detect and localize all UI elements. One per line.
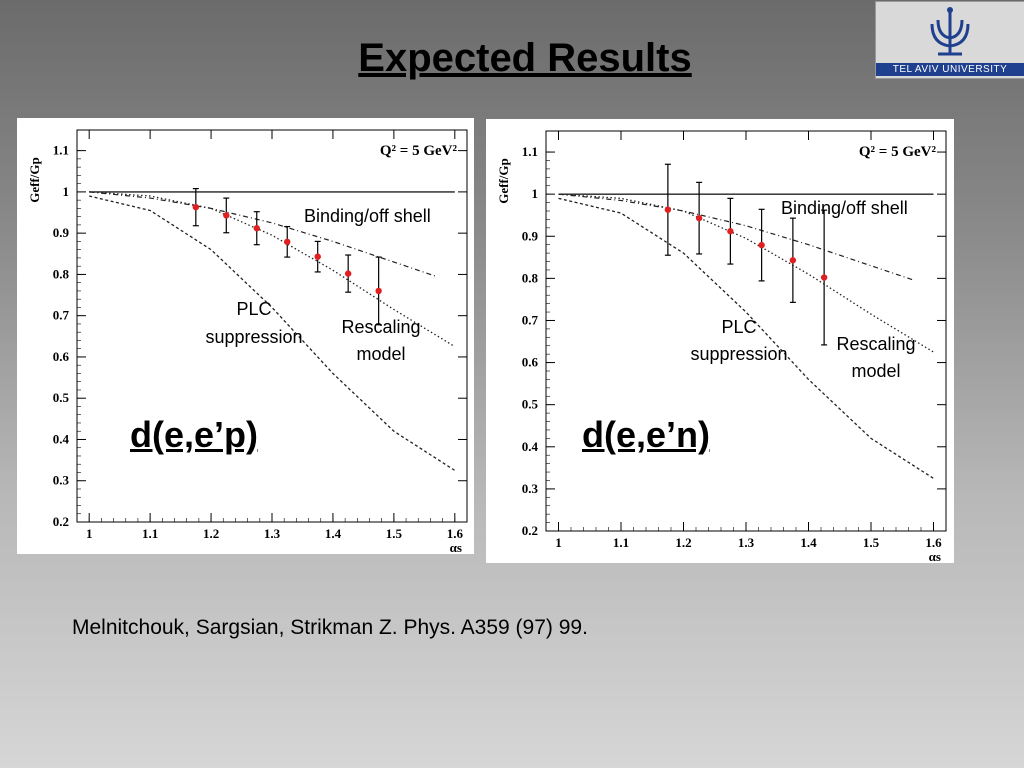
annotation-plc-suppression: suppression [205, 327, 302, 347]
curve-binding [89, 191, 437, 278]
y-axis-label: Geff/Gp [27, 157, 42, 203]
curve-plc [558, 197, 934, 479]
y-tick-label: 0.4 [522, 439, 539, 454]
curve-binding [558, 193, 915, 282]
annotation-binding: Binding/off shell [304, 206, 431, 226]
y-tick-label: 0.7 [53, 308, 70, 323]
x-tick-label: 1.2 [203, 526, 219, 541]
university-logo: TEL AVIV UNIVERSITY [875, 1, 1024, 79]
y-tick-label: 0.5 [53, 390, 70, 405]
y-axis-label: Geff/Gp [496, 158, 511, 204]
curve-rescaling [89, 191, 456, 348]
x-tick-label: 1.1 [142, 526, 158, 541]
slide-title: Expected Results [358, 36, 692, 80]
y-tick-label: 1 [532, 186, 539, 201]
x-tick-label: 1 [86, 526, 93, 541]
data-point [314, 253, 321, 260]
x-tick-label: 1.3 [738, 535, 755, 550]
menorah-icon [930, 7, 970, 56]
annotation-binding: Binding/off shell [781, 198, 908, 218]
annotation-rescaling-model: model [851, 361, 900, 381]
curve-rescaling [558, 193, 934, 353]
y-tick-label: 0.6 [53, 349, 70, 364]
x-tick-label: 1.5 [386, 526, 403, 541]
y-tick-label: 0.3 [53, 473, 70, 488]
chart-left: 1 1.1 1.2 1.3 1.4 1.5 1.6 0.2 0.3 0.4 0.5 0.6 0.7 0.8… [27, 129, 468, 554]
x-tick-label: 1.3 [264, 526, 281, 541]
data-point [820, 274, 828, 281]
y-tick-label: 1 [63, 184, 70, 199]
chart-panel-left: 1 1.1 1.2 1.3 1.4 1.5 1.6 0.2 0.3 0.4 0.5 0.6 0.7 0.8… [17, 118, 474, 554]
annotation-plc-suppression: suppression [690, 344, 787, 364]
data-point [253, 225, 260, 232]
logo-text: TEL AVIV UNIVERSITY [876, 63, 1024, 76]
y-tick-label: 0.8 [522, 270, 539, 285]
data-point [695, 214, 703, 222]
data-point [192, 203, 200, 211]
data-point [664, 206, 672, 213]
y-tick-label: 0.8 [53, 266, 70, 281]
x-tick-label: 1.1 [613, 535, 629, 550]
data-point [375, 287, 382, 295]
annotation-rescaling: Rescaling [341, 317, 420, 337]
chart-panel-right: 1 1.1 1.2 1.3 1.4 1.5 1.6 0.2 0.3 0.4 0.5 0.6 0.7 0.8… [486, 119, 954, 563]
chart-right: 1 1.1 1.2 1.3 1.4 1.5 1.6 0.2 0.3 0.4 0.5 0.6 0.7 0.8… [496, 130, 947, 563]
annotation-plc: PLC [721, 317, 756, 337]
y-tick-label: 0.5 [522, 397, 539, 412]
data-point [284, 238, 291, 246]
y-tick-label: 0.2 [522, 523, 538, 538]
x-axis-label: αs [929, 549, 941, 563]
x-tick-label: 1.2 [675, 535, 691, 550]
x-tick-label: 1.5 [863, 535, 880, 550]
data-point [727, 228, 734, 235]
x-tick-label: 1.6 [447, 526, 464, 541]
y-tick-label: 0.2 [53, 514, 69, 529]
y-tick-label: 0.7 [522, 312, 539, 327]
y-tick-label: 0.9 [53, 225, 70, 240]
y-tick-label: 1.1 [53, 143, 69, 158]
x-tick-label: 1.4 [800, 535, 817, 550]
citation: Melnitchouk, Sargsian, Strikman Z. Phys.… [72, 616, 588, 639]
y-tick-label: 0.6 [522, 355, 539, 370]
data-point [223, 212, 230, 219]
panel-label-right: d(e,e’n) [582, 414, 711, 455]
x-tick-label: 1 [555, 535, 562, 550]
panel-label-left: d(e,e’p) [130, 414, 259, 455]
data-point [789, 257, 797, 264]
data-point [758, 241, 765, 249]
q2-label: Q² = 5 GeV² [859, 144, 937, 160]
x-axis-label: αs [450, 540, 462, 554]
y-tick-label: 0.4 [53, 431, 70, 446]
q2-label: Q² = 5 GeV² [380, 143, 458, 159]
curve-plc [89, 195, 456, 471]
y-tick-label: 0.3 [522, 481, 539, 496]
x-tick-label: 1.6 [925, 535, 942, 550]
x-tick-label: 1.4 [325, 526, 342, 541]
data-point [344, 270, 352, 277]
annotation-rescaling: Rescaling [836, 334, 915, 354]
y-tick-label: 0.9 [522, 228, 539, 243]
annotation-plc: PLC [236, 299, 271, 319]
y-tick-label: 1.1 [522, 144, 538, 159]
annotation-rescaling-model: model [356, 344, 405, 364]
